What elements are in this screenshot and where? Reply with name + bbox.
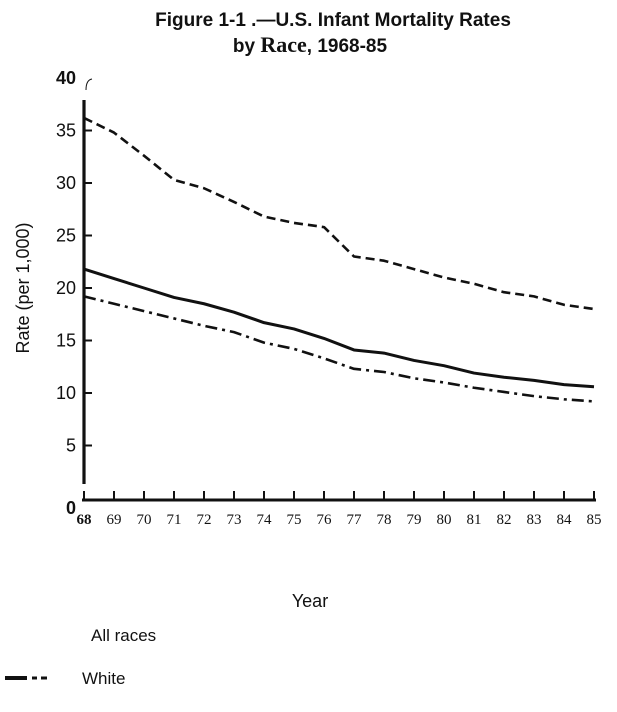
x-tick-label: 69: [107, 512, 122, 528]
y-axis-top-hook: [85, 78, 93, 91]
y-tick-label: 40: [56, 68, 76, 88]
x-tick-label: 85: [587, 512, 602, 528]
x-tick-label: 70: [137, 512, 152, 528]
chart-title-line-2: by Race, 1968-85: [233, 32, 388, 57]
legend-label: Black: [82, 709, 124, 712]
x-tick-label: 78: [377, 512, 392, 528]
y-tick-label: 5: [66, 436, 76, 456]
x-tick-label: 81: [467, 512, 482, 528]
chart-title-race: Race: [260, 32, 307, 57]
x-tick-label: 73: [227, 512, 242, 528]
legend-label: All races: [91, 626, 156, 645]
chart-title-suffix: , 1968-85: [307, 36, 388, 57]
y-axis: 0 5 10 15 20 25 30 35 40: [56, 68, 93, 518]
y-tick-label: 20: [56, 278, 76, 298]
series-line-solid: [83, 267, 595, 389]
x-tick-label: 76: [317, 512, 333, 528]
x-tick-label: 68: [77, 512, 92, 528]
x-axis-label: Year: [292, 591, 328, 611]
series-line-dashdot: [83, 295, 595, 403]
x-tick-label: 77: [347, 512, 363, 528]
y-axis-label: Rate (per 1,000): [13, 222, 33, 353]
x-tick-label: 83: [527, 512, 542, 528]
chart-title-prefix: by: [233, 36, 260, 57]
x-tick-label: 82: [497, 512, 512, 528]
legend: All races White Black: [5, 626, 156, 712]
y-tick-label: 10: [56, 383, 76, 403]
chart-title: Figure 1-1 .—U.S. Infant Mortality Rates…: [155, 10, 511, 57]
y-tick-label: 0: [66, 498, 76, 518]
y-tick-label: 30: [56, 173, 76, 193]
y-tick-label: 25: [56, 226, 76, 246]
y-tick-label: 35: [56, 121, 76, 141]
chart-title-line-1: Figure 1-1 .—U.S. Infant Mortality Rates: [155, 10, 511, 31]
x-tick-label: 75: [287, 512, 302, 528]
series-layer: [83, 116, 595, 403]
x-tick-label: 79: [407, 512, 422, 528]
x-tick-label: 84: [557, 512, 573, 528]
series-line-dashed: [83, 116, 595, 311]
x-tick-label: 71: [167, 512, 182, 528]
x-tick-label: 72: [197, 512, 212, 528]
x-tick-label: 80: [437, 512, 452, 528]
legend-label: White: [82, 669, 125, 688]
x-axis: 68 69 70 71 72 73 74 75 76 77 78 79 80 81 82 83 84 85: [77, 491, 602, 528]
y-tick-label: 15: [56, 331, 76, 351]
x-tick-label: 74: [257, 512, 273, 528]
